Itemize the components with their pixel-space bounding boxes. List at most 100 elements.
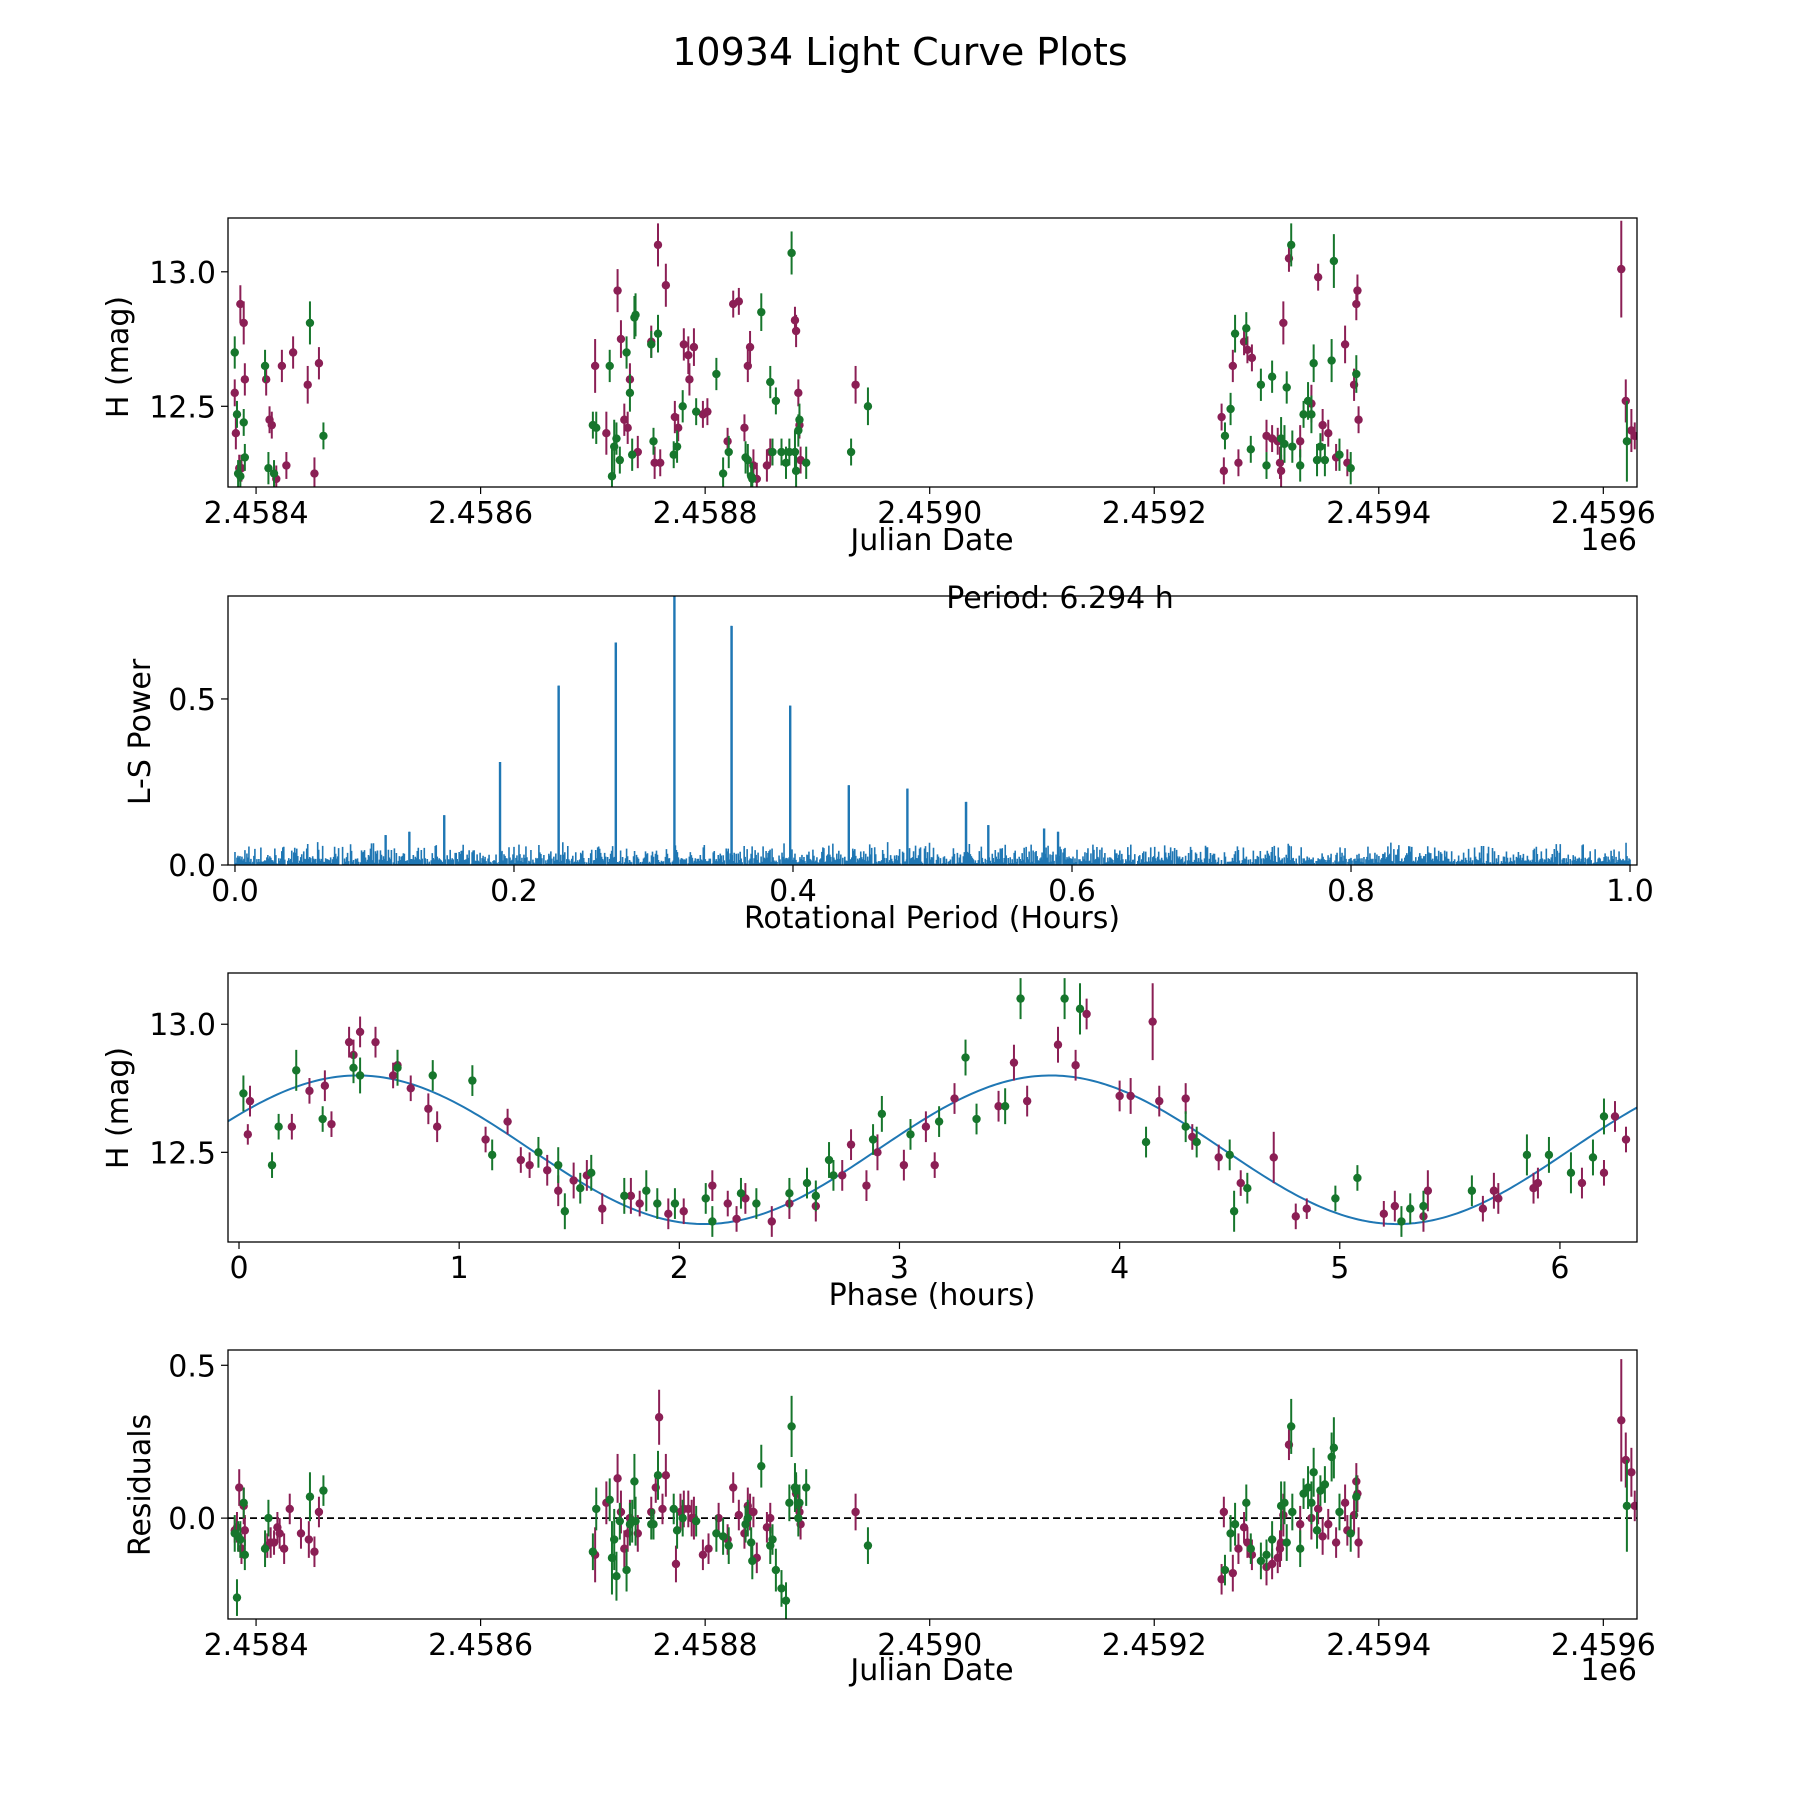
phased-xtick-label: 0 [229,1251,248,1286]
phased-xlabel: Phase (hours) [829,1278,1036,1313]
phased-point [1181,1122,1190,1131]
residuals-point [630,1477,639,1486]
residuals-point [777,1584,786,1593]
phased-point [1016,994,1025,1003]
lightcurve-point [766,377,775,387]
residuals-xtick-label: 2.4590 [877,1628,982,1663]
residuals-point [672,1526,682,1535]
residuals-point [1617,1416,1626,1425]
periodogram-xtick-label: 1.0 [1606,874,1654,909]
residuals-xlabel: Julian Date [848,1653,1013,1688]
residuals-point [275,1529,284,1538]
phased-point [1390,1201,1400,1211]
periodogram-ytick-label: 0.5 [168,683,216,718]
lightcurve-point [1318,420,1327,430]
phased-xtick-label: 2 [670,1251,689,1286]
residuals-point [671,1559,681,1569]
lightcurve-point [1262,461,1271,470]
residuals-point [1309,1468,1318,1477]
phased-point [516,1155,526,1165]
residuals-ytick-label: 0.5 [168,1349,216,1384]
lightcurve-point [1256,380,1266,389]
phased-point [846,1140,856,1149]
residuals-point [305,1492,315,1501]
lightcurve-point [260,361,270,371]
residuals-point [785,1498,794,1508]
phased-fit-curve [228,1074,1637,1226]
lightcurve-points [230,220,1637,487]
phased-point [1544,1150,1554,1160]
residuals-point [1256,1556,1266,1566]
residuals-point [285,1504,294,1514]
lightcurve-point [305,318,315,328]
lightcurve-point [748,474,757,484]
lightcurve-xlabel: Julian Date [848,523,1013,558]
lightcurve-point [790,316,800,325]
residuals-point [1230,1520,1240,1529]
lightcurve-point [303,380,312,389]
phased-point [355,1027,365,1037]
phased-point [906,1130,915,1139]
lightcurve-point [743,361,753,371]
phased-point [811,1191,821,1201]
phased-point [1291,1212,1300,1221]
residuals-ylabel: Residuals [123,1414,158,1556]
phased-point [1566,1168,1576,1178]
lightcurve-point [1219,466,1229,476]
residuals-xtick-label: 2.4594 [1326,1628,1431,1663]
lightcurve-point [674,423,683,433]
lightcurve-point [1313,272,1323,282]
residuals-xtick-label: 2.4596 [1551,1628,1656,1663]
residuals-point [1630,1501,1637,1511]
periodogram-frame [227,595,1638,866]
lightcurve-point [724,447,733,457]
residuals-point [1340,1498,1350,1508]
phased-point [487,1150,497,1160]
residuals-points [230,1359,1637,1619]
lightcurve-point [718,469,728,478]
phased-point [468,1076,477,1085]
lightcurve-point [261,375,271,384]
lightcurve-point [1324,429,1333,438]
residuals-point [622,1565,631,1575]
phased-point [1053,1040,1063,1049]
lightcurve-point [314,359,324,368]
lightcurve-point [592,423,601,433]
lightcurve-point [625,388,635,398]
lightcurve-point [277,361,287,371]
lightcurve-point [743,455,753,465]
residuals-point [269,1538,279,1547]
lightcurve-point [1630,431,1637,441]
residuals-point [1267,1535,1277,1544]
phased-point [1489,1186,1499,1195]
lightcurve-point [310,469,319,478]
phased-point [873,1148,882,1157]
lightcurve-point [1282,383,1291,392]
phased-point [934,1117,944,1126]
lightcurve-point [615,455,625,465]
phased-point [1009,1058,1019,1067]
lightcurve-point [622,348,631,357]
residuals-point [863,1541,873,1550]
lightcurve-point [647,340,656,349]
residuals-point [1303,1483,1313,1492]
residuals-point [654,1413,664,1422]
residuals-point [746,1538,756,1547]
phased-point [1243,1184,1252,1193]
phased-axes: Phase (hours) H (mag) 0 1 2 3 4 5 6 12.5 13.0 [101,972,1638,1313]
lightcurve-point [1234,458,1243,467]
periodogram-ylabel: L-S Power [123,658,158,805]
lightcurve-point [623,423,632,433]
phased-point [829,1171,838,1180]
residuals-point [734,1510,744,1520]
phased-point [930,1160,939,1170]
phased-point [1302,1204,1311,1213]
phased-point [525,1160,534,1170]
phased-point [802,1178,812,1188]
phased-point [534,1148,543,1157]
lightcurve-point [1217,412,1226,422]
residuals-point [724,1541,733,1550]
lightcurve-ylabel: H (mag) [101,296,136,418]
phased-point [653,1199,662,1208]
phased-point [862,1181,871,1190]
